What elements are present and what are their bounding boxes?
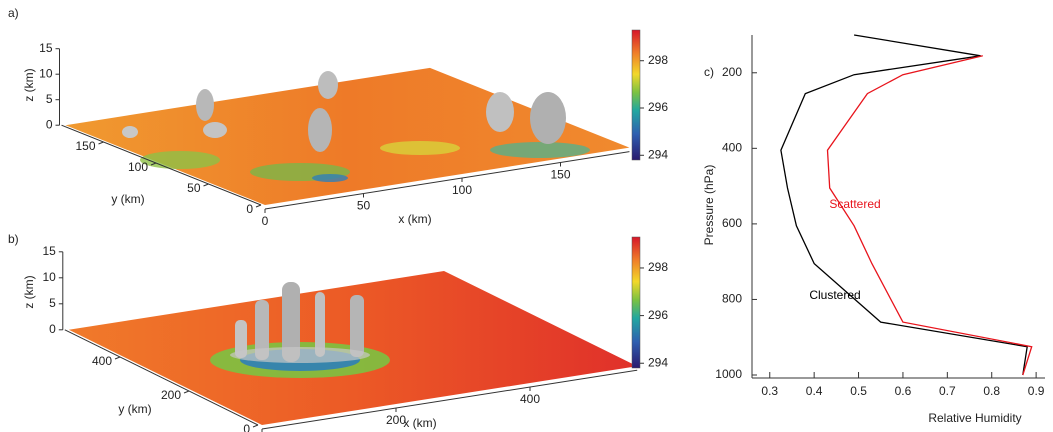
x-tick-label: 150 [550, 168, 570, 182]
y-tick [114, 356, 121, 360]
z-tick-label: 5 [46, 92, 53, 106]
x-tick-label: 0 [262, 214, 269, 228]
panel-label: a) [8, 6, 19, 20]
x-tick-label: 200 [386, 413, 406, 427]
x-tick-label: 0.9 [1028, 384, 1045, 398]
series-label: Scattered [829, 197, 880, 211]
x-tick-label: 100 [452, 183, 472, 197]
x-tick-label: 0.5 [850, 384, 867, 398]
y-axis-label: y (km) [111, 192, 144, 206]
y-tick-label: 600 [722, 216, 742, 230]
z-tick-label: 15 [39, 41, 53, 55]
x-axis-label: x (km) [403, 416, 436, 430]
z-tick-label: 5 [49, 296, 56, 310]
y-tick-label: 200 [161, 388, 181, 402]
z-tick-label: 10 [42, 270, 56, 284]
x-tick-label: 400 [520, 392, 540, 406]
y-tick-label: 100 [128, 160, 148, 174]
x-tick-label: 0.7 [939, 384, 956, 398]
y-tick [98, 141, 104, 145]
x-axis-label: x (km) [398, 212, 431, 226]
panel-label: b) [8, 232, 19, 246]
colorbar-tick-label: 298 [648, 260, 668, 274]
z-tick-label: 10 [39, 66, 53, 80]
colorbar [631, 236, 641, 369]
series-label: Clustered [809, 288, 860, 302]
y-tick [252, 424, 259, 428]
x-axis [264, 151, 630, 210]
colorbar-tick-label: 298 [648, 53, 668, 67]
y-tick [203, 183, 209, 187]
y-tick-label: 0 [243, 422, 250, 432]
colorbar [631, 29, 641, 161]
x-tick-label: 0.3 [761, 384, 778, 398]
z-axis-label: z (km) [22, 68, 36, 101]
x-tick-label: 0.8 [983, 384, 1000, 398]
z-tick-label: 15 [42, 244, 56, 258]
y-axis-label: y (km) [118, 402, 151, 416]
x-axis-label: Relative Humidity [928, 411, 1021, 425]
y-tick-label: 1000 [715, 367, 742, 381]
z-axis-label: z (km) [22, 275, 36, 308]
y-tick-label: 50 [187, 181, 201, 195]
colorbar-tick-label: 294 [648, 355, 668, 369]
surface-features [122, 71, 590, 182]
panel-label: c) [704, 65, 714, 79]
y-tick-label: 400 [722, 141, 742, 155]
y-tick-label: 150 [75, 139, 95, 153]
y-axis-label: Pressure (hPa) [702, 165, 716, 246]
surface-features [210, 282, 390, 378]
colorbar-tick-label: 296 [648, 308, 668, 322]
y-tick-label: 0 [246, 202, 253, 216]
x-tick-label: 0.6 [895, 384, 912, 398]
x-tick-label: 50 [357, 199, 371, 213]
y-tick-label: 800 [722, 292, 742, 306]
y-axis [64, 329, 259, 426]
z-tick-label: 0 [49, 322, 56, 336]
colorbar-tick-label: 296 [648, 100, 668, 114]
x-tick-label: 0.4 [806, 384, 823, 398]
y-tick [150, 162, 157, 166]
y-axis [61, 124, 262, 206]
y-tick-label: 400 [92, 354, 112, 368]
z-tick-label: 0 [46, 117, 53, 131]
y-tick-label: 200 [722, 65, 742, 79]
x-axis [261, 369, 638, 430]
y-tick [183, 390, 190, 394]
y-tick [255, 204, 262, 208]
profile-line [826, 55, 1033, 376]
profile-line [780, 34, 1028, 376]
colorbar-tick-label: 294 [648, 147, 668, 161]
